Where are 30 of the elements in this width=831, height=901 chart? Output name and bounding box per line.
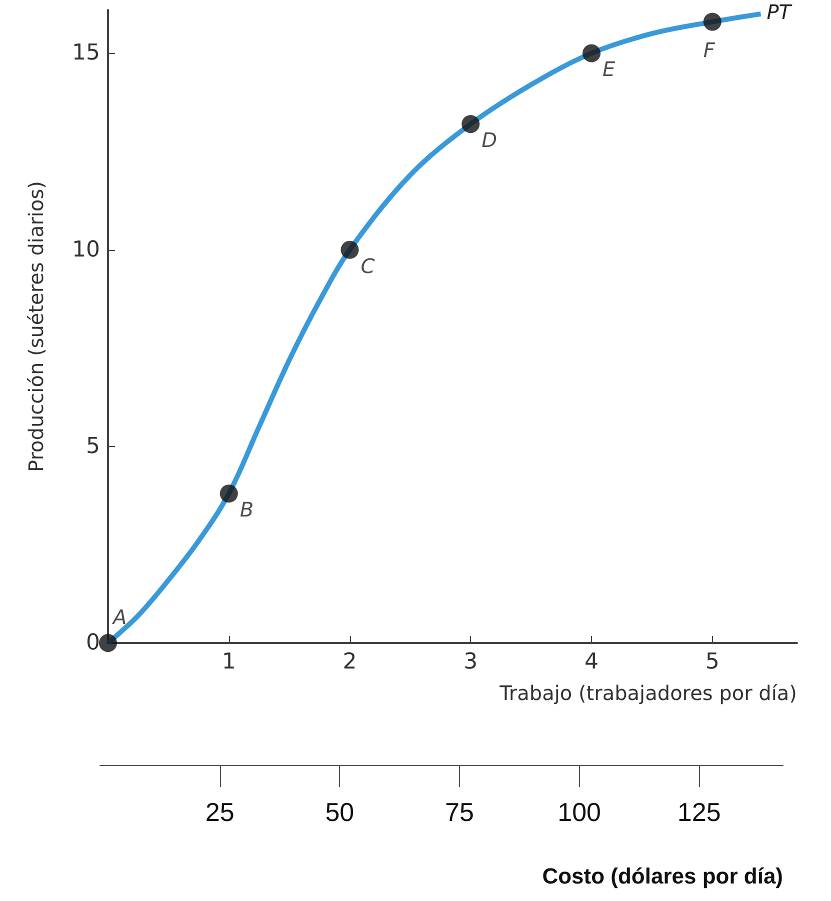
point	[220, 484, 238, 503]
x2-axis-title: Costo (dólares por día)	[542, 864, 783, 888]
x2-tick-label: 100	[558, 797, 601, 827]
x2-tick-label: 75	[445, 797, 474, 827]
x-axis-title: Trabajo (trabajadores por día)	[498, 681, 797, 705]
annotation: C	[360, 254, 375, 278]
point	[703, 12, 722, 31]
x-tick-label: 5	[705, 650, 720, 674]
x-tick-label: 3	[464, 650, 478, 674]
annotation: A	[111, 605, 127, 629]
point	[99, 634, 117, 652]
x2-tick-label: 125	[677, 797, 721, 827]
annotation: D	[482, 128, 498, 152]
y-axis-title: Producción (suéteres diarios)	[24, 181, 48, 472]
y-tick-label: 10	[72, 237, 100, 262]
x-tick-label: 4	[584, 650, 599, 674]
x2-tick-label: 25	[205, 797, 234, 827]
y-tick-label: 5	[86, 434, 100, 459]
y-tick-label: 15	[72, 40, 100, 66]
series-label: PT	[766, 0, 793, 24]
y-tick-label: 0	[86, 630, 100, 656]
point	[462, 115, 480, 134]
annotation: F	[703, 38, 716, 62]
point	[340, 240, 359, 259]
x-tick-label: 2	[342, 650, 357, 674]
point	[582, 44, 601, 62]
annotation: B	[240, 498, 254, 522]
x-tick-label: 1	[222, 650, 236, 674]
x2-tick-label: 50	[325, 797, 354, 827]
annotation: E	[602, 57, 616, 82]
